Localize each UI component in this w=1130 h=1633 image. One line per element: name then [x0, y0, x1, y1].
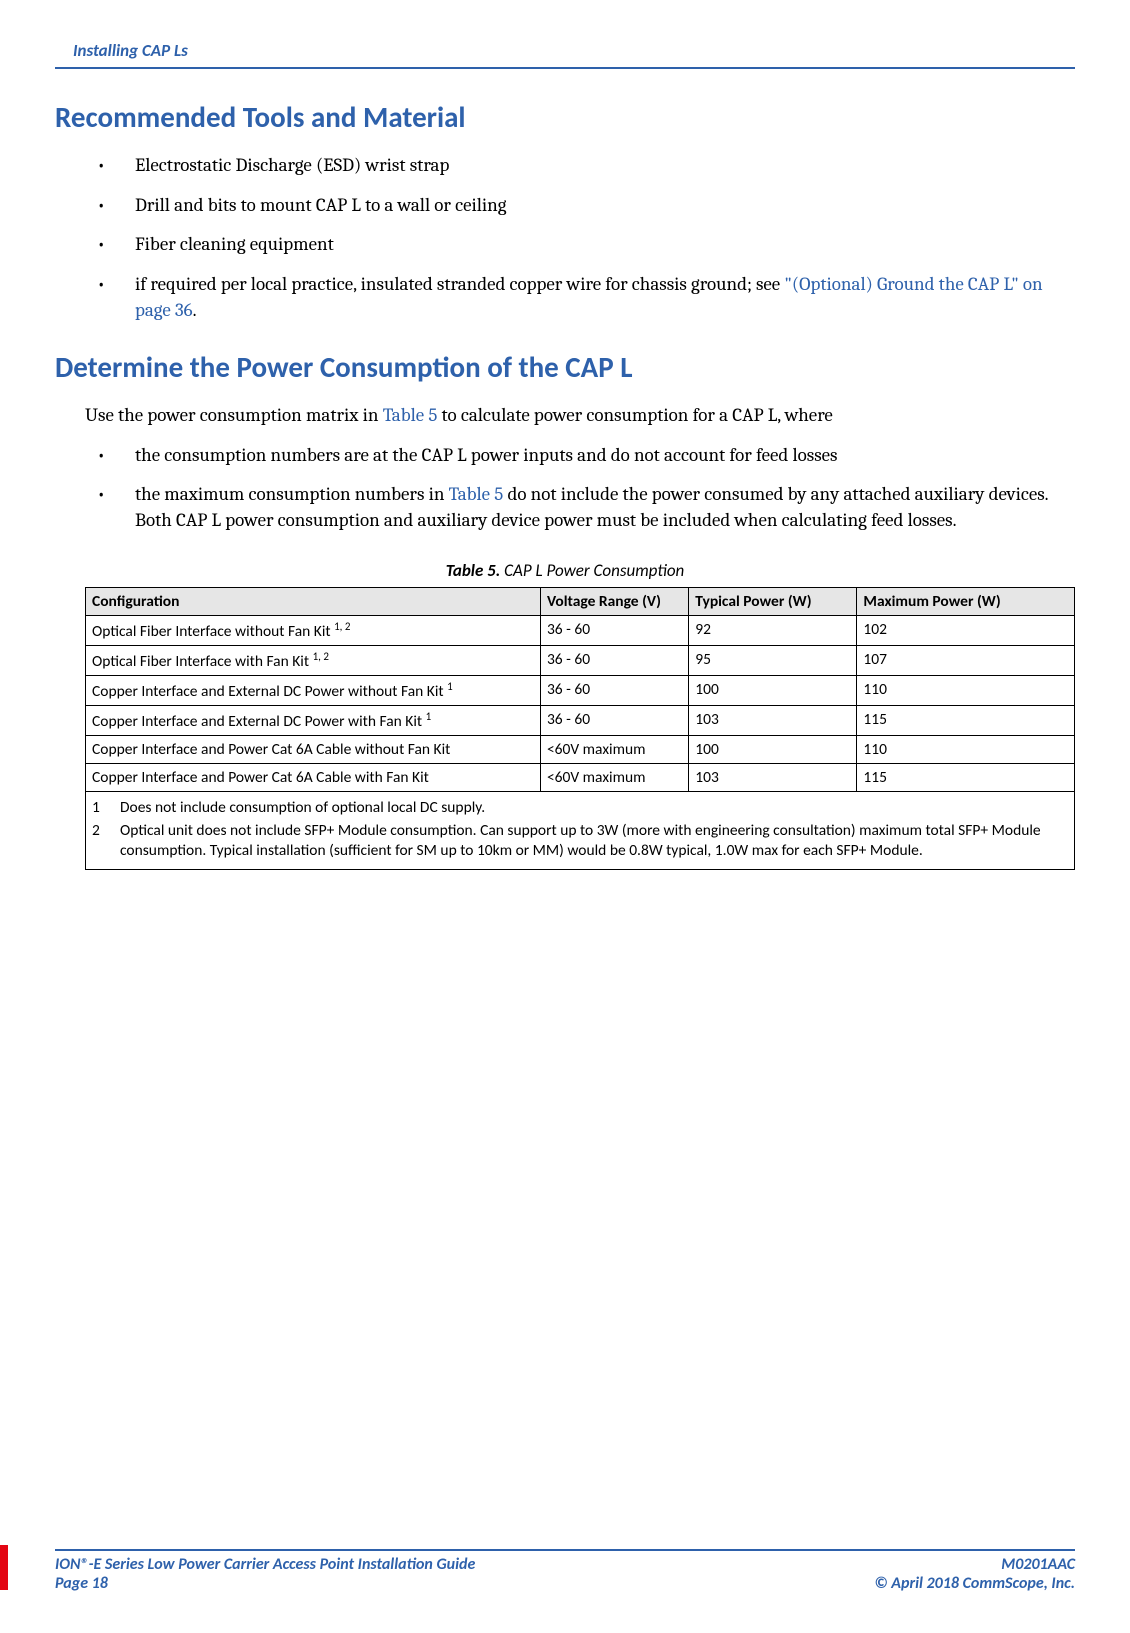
footnote-sup: 1, 2	[313, 650, 329, 663]
cell-typical: 92	[689, 615, 857, 645]
list-item: Drill and bits to mount CAP L to a wall …	[85, 193, 1075, 219]
list-item-text: Drill and bits to mount CAP L to a wall …	[135, 194, 506, 216]
cell-configuration: Optical Fiber Interface without Fan Kit …	[86, 615, 541, 645]
cell-configuration: Optical Fiber Interface with Fan Kit 1, …	[86, 645, 541, 675]
col-header-voltage: Voltage Range (V)	[540, 587, 688, 615]
cell-typical: 103	[689, 764, 857, 792]
heading-recommended-tools: Recommended Tools and Material	[55, 99, 1075, 135]
cell-voltage: <60V maximum	[540, 736, 688, 764]
footer-guide-title: ION®-E Series Low Power Carrier Access P…	[55, 1555, 475, 1574]
cell-typical: 100	[689, 676, 857, 706]
table-row: Copper Interface and External DC Power w…	[86, 706, 1075, 736]
intro-post: to calculate power consumption for a CAP…	[437, 404, 832, 426]
table-row: Copper Interface and Power Cat 6A Cable …	[86, 764, 1075, 792]
cell-typical: 103	[689, 706, 857, 736]
table-footnotes: 1Does not include consumption of optiona…	[85, 792, 1075, 869]
footnote-row: 1Does not include consumption of optiona…	[92, 798, 1068, 818]
footer-copyright: © April 2018 CommScope, Inc.	[874, 1574, 1075, 1593]
cell-max: 107	[857, 645, 1075, 675]
list-item: if required per local practice, insulate…	[85, 272, 1075, 323]
col-header-configuration: Configuration	[86, 587, 541, 615]
cell-voltage: 36 - 60	[540, 706, 688, 736]
intro-pre: Use the power consumption matrix in	[85, 404, 383, 426]
cell-max: 110	[857, 676, 1075, 706]
footnote-number: 1	[92, 798, 120, 818]
list-item: the consumption numbers are at the CAP L…	[85, 443, 1075, 469]
table-caption-label: Table 5.	[446, 560, 501, 581]
cell-voltage: 36 - 60	[540, 676, 688, 706]
page-header: Installing CAP Ls	[55, 40, 1075, 69]
footnote-text: Optical unit does not include SFP+ Modul…	[120, 821, 1068, 861]
list-item-text: the consumption numbers are at the CAP L…	[135, 444, 837, 466]
footer-page-number: Page 18	[55, 1574, 475, 1593]
col-header-typical: Typical Power (W)	[689, 587, 857, 615]
cell-configuration: Copper Interface and External DC Power w…	[86, 706, 541, 736]
col-header-max: Maximum Power (W)	[857, 587, 1075, 615]
cell-typical: 100	[689, 736, 857, 764]
cross-ref-link[interactable]: Table 5	[449, 483, 504, 505]
intro-paragraph: Use the power consumption matrix in Tabl…	[85, 403, 1075, 429]
tools-list: Electrostatic Discharge (ESD) wrist stra…	[55, 153, 1075, 323]
table-row: Copper Interface and External DC Power w…	[86, 676, 1075, 706]
footnote-number: 2	[92, 821, 120, 861]
table-row: Optical Fiber Interface without Fan Kit …	[86, 615, 1075, 645]
list-item: Electrostatic Discharge (ESD) wrist stra…	[85, 153, 1075, 179]
list-item-text: Fiber cleaning equipment	[135, 233, 334, 255]
page: Installing CAP Ls Recommended Tools and …	[0, 0, 1130, 1633]
list-item-text-post: .	[193, 299, 197, 321]
table-row: Copper Interface and Power Cat 6A Cable …	[86, 736, 1075, 764]
cell-configuration: Copper Interface and Power Cat 6A Cable …	[86, 764, 541, 792]
footnote-sup: 1, 2	[334, 620, 350, 633]
spine-strip	[0, 1545, 8, 1590]
list-item-text-pre: if required per local practice, insulate…	[135, 273, 784, 295]
footer-doc-id: M0201AAC	[874, 1555, 1075, 1574]
table-caption-title: CAP L Power Consumption	[500, 560, 684, 581]
page-footer: ION®-E Series Low Power Carrier Access P…	[55, 1549, 1075, 1593]
cell-max: 102	[857, 615, 1075, 645]
footnote-sup: 1	[447, 680, 453, 693]
footnote-text: Does not include consumption of optional…	[120, 798, 485, 818]
cell-max: 115	[857, 764, 1075, 792]
cell-max: 110	[857, 736, 1075, 764]
footnote-row: 2Optical unit does not include SFP+ Modu…	[92, 821, 1068, 861]
cell-typical: 95	[689, 645, 857, 675]
list-item-text-pre: the maximum consumption numbers in	[135, 483, 449, 505]
footnote-sup: 1	[426, 710, 432, 723]
cell-voltage: <60V maximum	[540, 764, 688, 792]
power-consumption-table: Configuration Voltage Range (V) Typical …	[85, 587, 1075, 793]
heading-power-consumption: Determine the Power Consumption of the C…	[55, 349, 1075, 385]
cell-voltage: 36 - 60	[540, 615, 688, 645]
cell-configuration: Copper Interface and External DC Power w…	[86, 676, 541, 706]
cell-configuration: Copper Interface and Power Cat 6A Cable …	[86, 736, 541, 764]
cell-voltage: 36 - 60	[540, 645, 688, 675]
footer-right: M0201AAC © April 2018 CommScope, Inc.	[874, 1555, 1075, 1593]
table-container: Configuration Voltage Range (V) Typical …	[85, 587, 1075, 870]
table-row: Optical Fiber Interface with Fan Kit 1, …	[86, 645, 1075, 675]
list-item: the maximum consumption numbers in Table…	[85, 482, 1075, 533]
cell-max: 115	[857, 706, 1075, 736]
header-section-title: Installing CAP Ls	[73, 40, 188, 61]
table-header-row: Configuration Voltage Range (V) Typical …	[86, 587, 1075, 615]
power-notes-list: the consumption numbers are at the CAP L…	[55, 443, 1075, 534]
list-item-text: Electrostatic Discharge (ESD) wrist stra…	[135, 154, 449, 176]
table-caption: Table 5. CAP L Power Consumption	[55, 560, 1075, 581]
cross-ref-link[interactable]: Table 5	[383, 404, 438, 426]
footer-left: ION®-E Series Low Power Carrier Access P…	[55, 1555, 475, 1593]
list-item: Fiber cleaning equipment	[85, 232, 1075, 258]
